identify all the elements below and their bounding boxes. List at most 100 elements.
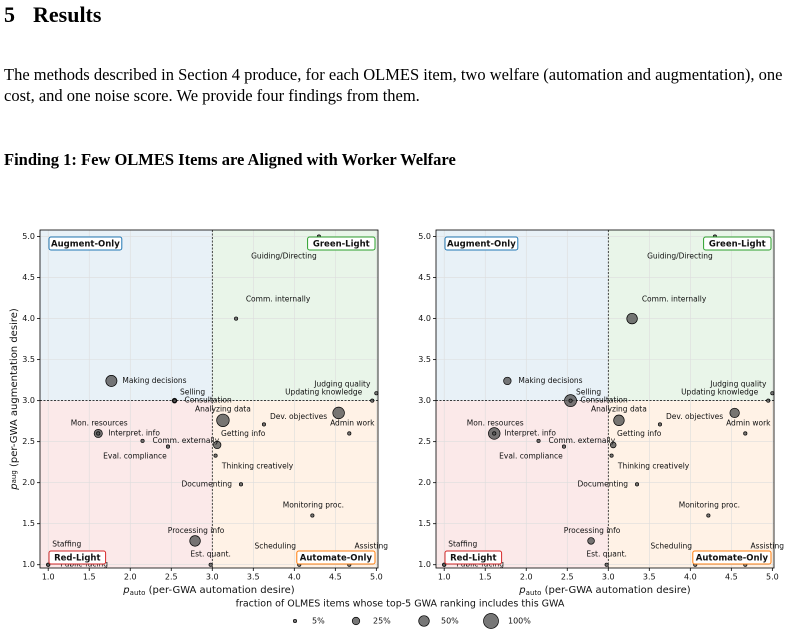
data-point (743, 431, 748, 436)
legend-label: 25% (373, 617, 391, 626)
axis-symbol: p (9, 483, 20, 490)
data-point (46, 562, 51, 567)
point-label: Getting info (221, 429, 266, 438)
region-shade (40, 400, 213, 568)
data-point (213, 453, 218, 458)
data-point (706, 513, 711, 518)
x-tick-label: 3.5 (643, 573, 656, 582)
point-label: Comm. externally (153, 436, 220, 445)
point-label: Scheduling (255, 542, 297, 551)
y-tick-label: 4.5 (418, 273, 431, 282)
region-label: Augment-Only (447, 240, 516, 250)
region-label-box (48, 550, 107, 565)
region-label-box (703, 236, 772, 251)
point-label: Updating knowledge (285, 388, 363, 397)
x-tick-label: 2.0 (520, 573, 533, 582)
axis-text: (per-GWA augmentation desire) (9, 308, 20, 470)
point-label: Making decisions (122, 376, 186, 385)
data-point (442, 562, 447, 567)
data-point (568, 398, 573, 403)
axis-subscript: auto (526, 589, 542, 597)
point-label: Consultation (581, 396, 628, 405)
y-tick-label: 5.0 (22, 232, 35, 241)
region-label: Green-Light (313, 240, 370, 250)
y-tick-label: 3.0 (418, 396, 431, 405)
point-label: Admin work (330, 418, 375, 427)
data-point (332, 406, 345, 420)
y-tick-label: 1.5 (418, 519, 431, 528)
data-point (609, 441, 617, 449)
data-point (536, 438, 541, 443)
data-point (165, 444, 171, 449)
point-label: Selling (180, 388, 205, 397)
point-label: Assisting (355, 542, 389, 551)
region-label: Augment-Only (51, 240, 120, 250)
point-label: Selling (576, 388, 601, 397)
x-tick-label: 2.0 (124, 573, 137, 582)
point-label: Analyzing data (195, 404, 251, 413)
point-label: Processing info (168, 526, 225, 535)
legend-label: 5% (312, 617, 325, 626)
finding-heading: Finding 1: Few OLMES Items are Aligned w… (4, 150, 456, 169)
y-tick-label: 1.5 (22, 519, 35, 528)
region-label: Automate-Only (300, 554, 373, 564)
legend-marker (292, 618, 298, 624)
data-point (172, 398, 177, 403)
point-label: Dev. objectives (666, 412, 723, 421)
point-label: Consultation (185, 396, 232, 405)
legend-label: 100% (508, 617, 531, 626)
point-label: Monitoring proc. (679, 500, 740, 509)
y-tick-label: 3.5 (22, 355, 35, 364)
axis-symbol: p (122, 585, 129, 596)
point-label: Judging quality (709, 379, 767, 388)
legend-marker (351, 616, 361, 626)
point-label: Updating knowledge (681, 388, 759, 397)
data-point (140, 438, 145, 443)
data-point (587, 537, 595, 545)
paragraph: The methods described in Section 4 produ… (4, 65, 783, 105)
y-tick-label: 4.0 (22, 314, 35, 323)
region-label-box (296, 550, 376, 565)
y-tick-label: 4.5 (22, 273, 35, 282)
data-point (613, 414, 625, 426)
point-label: Staffing (448, 540, 477, 549)
axis-label: paug (per-GWA augmentation desire) (9, 308, 20, 491)
data-point (234, 316, 239, 321)
data-point (561, 444, 567, 449)
point-label: Assisting (751, 542, 785, 551)
data-point (208, 562, 213, 567)
y-tick-label: 2.5 (418, 437, 431, 446)
data-point (105, 375, 118, 387)
point-label: Processing info (564, 526, 621, 535)
point-label: Scheduling (651, 542, 693, 551)
y-tick-label: 2.5 (22, 437, 35, 446)
x-tick-label: 4.0 (684, 573, 697, 582)
axis-subscript: aug (10, 470, 18, 483)
point-label: Judging quality (313, 379, 371, 388)
axis-label: pauto (per-GWA automation desire) (122, 585, 295, 597)
plot-frame (435, 229, 775, 569)
point-label: Analyzing data (591, 404, 647, 413)
y-tick-label: 2.0 (22, 478, 35, 487)
section-title: Results (33, 2, 102, 27)
region-shade (40, 230, 213, 401)
y-tick-label: 3.5 (418, 355, 431, 364)
point-label: Eval. compliance (499, 452, 563, 461)
data-point (492, 431, 497, 436)
axis-text: (per-GWA automation desire) (145, 585, 294, 596)
section-number: 5 (4, 2, 15, 27)
point-label: Documenting (578, 479, 629, 488)
y-tick-label: 5.0 (418, 232, 431, 241)
point-label: Eval. compliance (103, 452, 167, 461)
point-label: Mon. resources (467, 418, 524, 427)
data-point (770, 391, 775, 396)
point-label: Comm. internally (246, 295, 311, 304)
data-point (213, 440, 222, 450)
point-label: Thinking creatively (221, 462, 294, 471)
x-tick-label: 1.0 (42, 573, 55, 582)
region-label: Automate-Only (696, 554, 769, 564)
y-tick-label: 3.0 (22, 396, 35, 405)
section-heading: 5 Results (4, 2, 119, 28)
data-point (626, 312, 638, 325)
